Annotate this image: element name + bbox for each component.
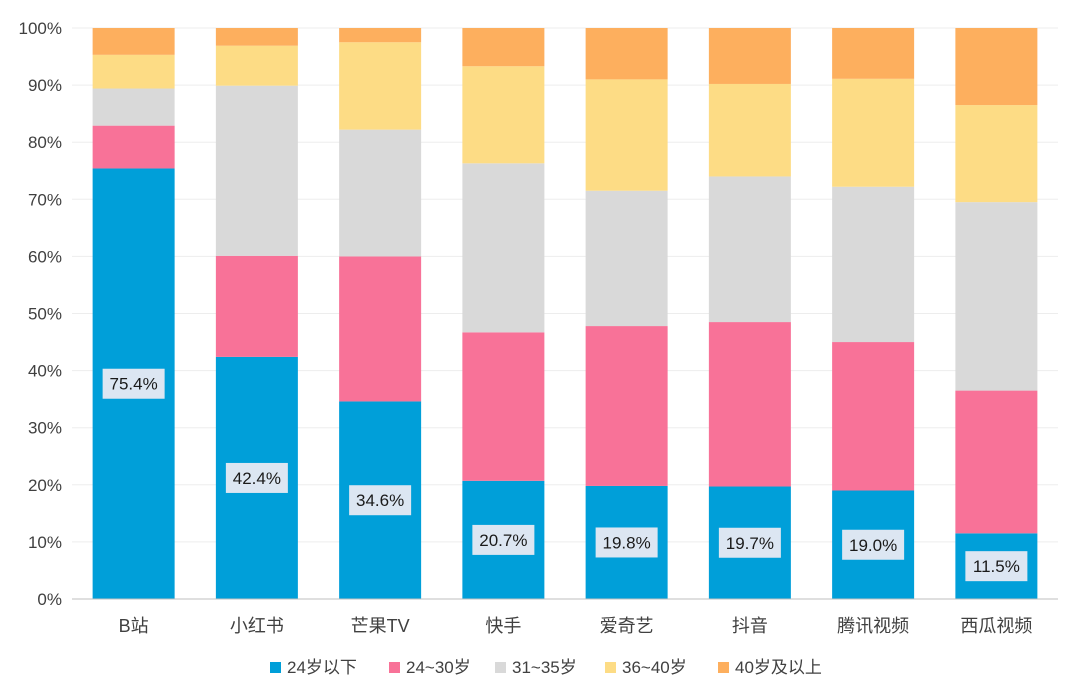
bar-segment: [708, 83, 791, 177]
data-label: 19.7%: [726, 534, 774, 553]
y-tick-label: 50%: [28, 305, 62, 324]
data-label-box: [718, 527, 781, 558]
bar-segment: [92, 28, 175, 55]
data-label-box: [472, 524, 535, 555]
bar-segment: [832, 342, 915, 491]
x-category-label: 快手: [485, 616, 521, 636]
bar-segment: [708, 176, 791, 323]
legend-swatch: [605, 662, 616, 673]
bar-segment: [339, 28, 422, 43]
data-label: 19.8%: [603, 533, 651, 552]
data-label: 19.0%: [849, 536, 897, 555]
y-tick-label: 70%: [28, 190, 62, 209]
y-tick-label: 30%: [28, 419, 62, 438]
data-label-box: [965, 551, 1028, 582]
x-category-label: 爱奇艺: [600, 616, 654, 636]
bar-segment: [215, 45, 298, 86]
x-category-label: 腾讯视频: [837, 616, 909, 636]
x-category-label: 西瓜视频: [960, 616, 1032, 636]
legend-label: 24岁以下: [287, 658, 357, 677]
x-category-label: 芒果TV: [351, 616, 410, 636]
y-tick-label: 80%: [28, 133, 62, 152]
bar-segment: [339, 42, 422, 130]
x-category-label: B站: [119, 616, 149, 636]
legend-swatch: [389, 662, 400, 673]
data-label-box: [595, 527, 658, 558]
y-tick-label: 60%: [28, 247, 62, 266]
legend-label: 40岁及以上: [735, 658, 822, 677]
x-category-label: 抖音: [732, 616, 768, 636]
bar-segment: [832, 186, 915, 343]
x-category-label: 小红书: [230, 616, 284, 636]
y-tick-label: 10%: [28, 533, 62, 552]
bar-segment: [585, 326, 668, 486]
bar-segment: [585, 79, 668, 191]
legend: 24岁以下 24~30岁 31~35岁 36~40岁 40岁及以上: [270, 658, 822, 677]
bar-segment: [955, 28, 1038, 106]
bar-segment: [462, 332, 545, 481]
bar-segment: [708, 28, 791, 84]
bar-segment: [215, 255, 298, 357]
data-label-box: [842, 529, 905, 560]
legend-swatch: [495, 662, 506, 673]
data-label: 42.4%: [233, 469, 281, 488]
bar-segment: [585, 28, 668, 80]
data-label: 20.7%: [479, 531, 527, 550]
bar-segment: [955, 105, 1038, 203]
axes: 0% 10% 20% 30% 40% 50% 60% 70% 80% 90% 100% B站 小红书 芒果…: [19, 19, 1058, 636]
legend-label: 36~40岁: [622, 658, 687, 677]
bar-segment: [462, 66, 545, 164]
bar-segment: [339, 256, 422, 402]
bar-segment: [92, 125, 175, 169]
data-label-box: [102, 368, 165, 399]
bar-segment: [832, 78, 915, 187]
data-label: 75.4%: [110, 375, 158, 394]
y-tick-label: 100%: [19, 19, 62, 38]
bar-segment: [339, 129, 422, 257]
bar-segment: [215, 28, 298, 46]
bar-segment: [585, 190, 668, 327]
y-tick-label: 0%: [37, 590, 62, 609]
data-labels: 75.4% 42.4% 34.6% 20.7% 19.8% 19.7% 19.0% 11.5%: [102, 368, 1028, 582]
bar-segment: [832, 28, 915, 79]
bar-segment: [462, 28, 545, 67]
legend-swatch: [270, 662, 281, 673]
bar-segment: [215, 85, 298, 256]
y-tick-label: 90%: [28, 76, 62, 95]
y-tick-label: 20%: [28, 476, 62, 495]
data-label-box: [349, 485, 412, 516]
bar-segment: [708, 322, 791, 487]
data-label: 34.6%: [356, 491, 404, 510]
legend-label: 24~30岁: [406, 658, 471, 677]
bar-segment: [955, 390, 1038, 534]
bar-segment: [92, 88, 175, 126]
bar-segment: [462, 163, 545, 333]
bar-segment: [92, 54, 175, 89]
legend-swatch: [718, 662, 729, 673]
bar-segment: [955, 202, 1038, 391]
y-tick-label: 40%: [28, 362, 62, 381]
data-label-box: [225, 462, 288, 493]
data-label: 11.5%: [973, 557, 1020, 576]
legend-label: 31~35岁: [512, 658, 577, 677]
